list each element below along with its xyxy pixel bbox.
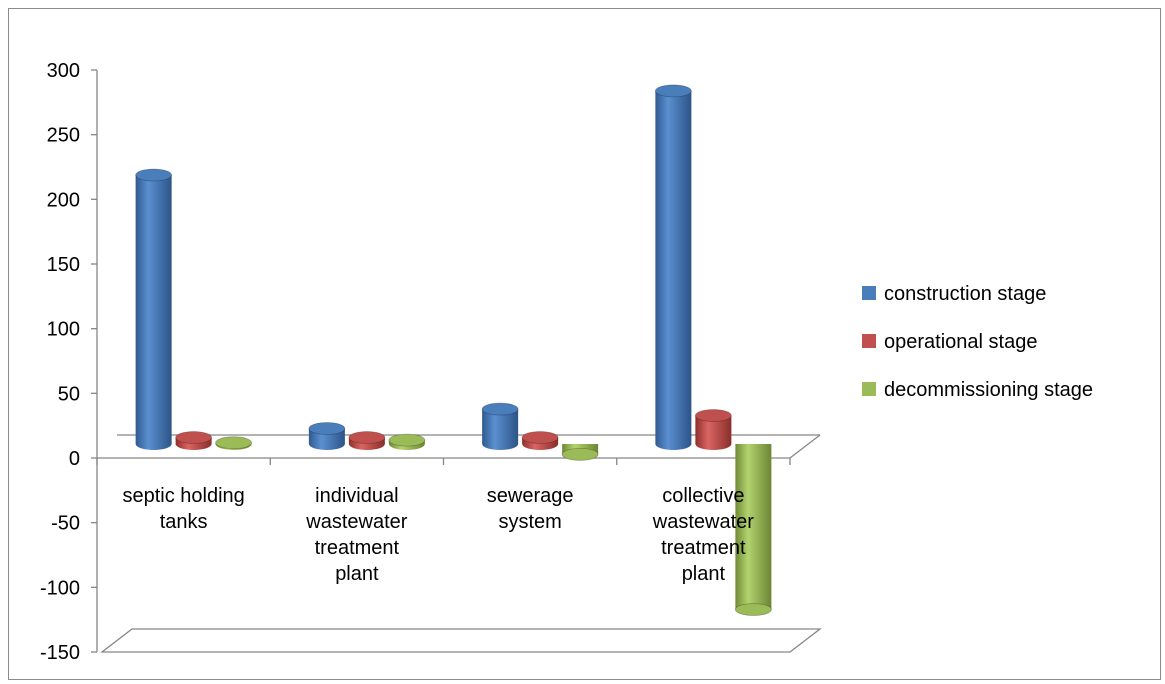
bar-cap — [308, 422, 346, 435]
chart-frame — [8, 8, 1161, 680]
bar-cap — [654, 84, 692, 98]
bar-decommissioning-stage — [215, 436, 253, 450]
zero-plane-side-line — [789, 434, 821, 459]
bar-construction-stage — [481, 402, 519, 450]
legend-item: operational stage — [862, 331, 1037, 353]
bar-construction-stage — [308, 422, 346, 450]
bar-operational-stage — [348, 431, 386, 450]
legend-item: decommissioning stage — [862, 379, 1093, 401]
bar-decommissioning-stage — [561, 444, 599, 461]
bar-body — [482, 409, 519, 450]
bar-cap — [348, 431, 386, 444]
bar-operational-stage — [694, 409, 732, 450]
legend-label: operational stage — [884, 331, 1037, 353]
bar-decommissioning-stage — [734, 444, 772, 616]
category-label: septic holding tanks — [122, 485, 244, 533]
bar-cap — [694, 409, 732, 422]
bar-cap — [734, 603, 772, 616]
legend-swatch — [862, 334, 876, 348]
y-tick-label: 150 — [47, 254, 80, 276]
bar-body — [695, 415, 732, 450]
bar-body — [135, 174, 172, 450]
y-tick-label: 50 — [58, 383, 80, 405]
bar-decommissioning-stage — [388, 433, 426, 450]
bar-body — [655, 90, 692, 451]
bar-cap — [561, 447, 599, 461]
y-tick-label: -100 — [40, 577, 80, 599]
bar-construction-stage — [654, 84, 692, 451]
y-tick-label: 0 — [69, 448, 80, 470]
bar-cap — [481, 402, 519, 416]
bar-cap — [215, 436, 253, 450]
legend-swatch — [862, 382, 876, 396]
bar-cap — [135, 168, 173, 182]
y-tick-label: 250 — [47, 125, 80, 147]
legend-label: decommissioning stage — [884, 379, 1093, 401]
category-label: collective wastewater treatment plant — [652, 485, 754, 585]
legend-label: construction stage — [884, 283, 1046, 305]
y-tick-label: 200 — [47, 189, 80, 211]
bar-operational-stage — [175, 431, 213, 450]
category-label: sewerage system — [487, 485, 574, 533]
legend-item: construction stage — [862, 283, 1046, 305]
labels-layer: 300 250 200 150 100 50 0 -50 -100 -150 septic hold… — [40, 60, 754, 664]
category-label: individual wastewater treatment plant — [305, 485, 407, 585]
floor-plane — [100, 628, 822, 653]
bars-layer — [135, 84, 772, 616]
y-tick-label: -50 — [51, 513, 80, 535]
y-tick-label: 300 — [47, 60, 80, 82]
y-tick-label: 100 — [47, 319, 80, 341]
bar-cap — [175, 431, 213, 444]
y-tick-label: -150 — [40, 642, 80, 664]
legend: construction stage operational stage decom… — [862, 283, 1093, 401]
bar-body — [308, 428, 345, 450]
bar-cap — [388, 433, 426, 447]
bar-operational-stage — [521, 431, 559, 450]
bar-body — [735, 444, 772, 616]
legend-swatch — [862, 286, 876, 300]
bar-construction-stage — [135, 168, 173, 450]
bar-cap — [521, 431, 559, 444]
